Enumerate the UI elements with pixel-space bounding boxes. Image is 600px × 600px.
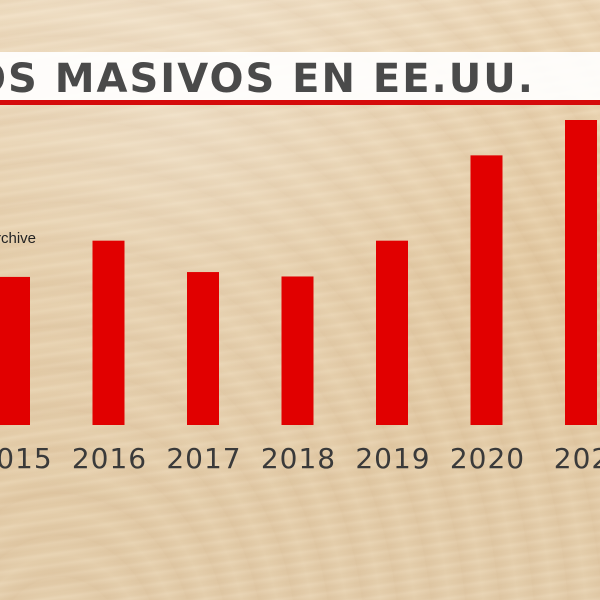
x-tick-label-2020: 2020 bbox=[450, 442, 525, 475]
x-tick-label-2017: 2017 bbox=[166, 442, 241, 475]
bar-202 bbox=[565, 120, 597, 425]
x-tick-label-2018: 2018 bbox=[261, 442, 336, 475]
title-rule bbox=[0, 100, 600, 105]
x-tick-label-2016: 2016 bbox=[72, 442, 147, 475]
x-tick-label-2015: 2015 bbox=[0, 442, 53, 475]
bar-2016 bbox=[92, 240, 125, 425]
bar-2017 bbox=[187, 272, 219, 425]
bar-2019 bbox=[376, 240, 408, 425]
bar-2015 bbox=[0, 276, 30, 425]
bar-2018 bbox=[281, 276, 314, 425]
chart-title: OS MASIVOS EN EE.UU. bbox=[0, 56, 535, 102]
bar-2020 bbox=[470, 155, 503, 426]
x-tick-label-202: 202 bbox=[554, 442, 600, 475]
x-tick-label-2019: 2019 bbox=[355, 442, 430, 475]
source-credit: rchive bbox=[0, 230, 37, 247]
title-band bbox=[0, 52, 600, 104]
